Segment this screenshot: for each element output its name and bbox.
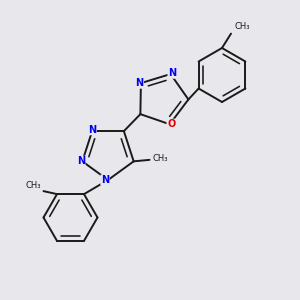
Text: O: O: [167, 119, 175, 129]
Text: N: N: [168, 68, 176, 78]
Text: N: N: [135, 78, 143, 88]
Text: N: N: [88, 125, 96, 135]
Text: N: N: [101, 175, 109, 185]
Text: CH₃: CH₃: [235, 22, 250, 31]
Text: CH₃: CH₃: [25, 181, 40, 190]
Text: CH₃: CH₃: [153, 154, 168, 163]
Text: N: N: [77, 156, 85, 166]
